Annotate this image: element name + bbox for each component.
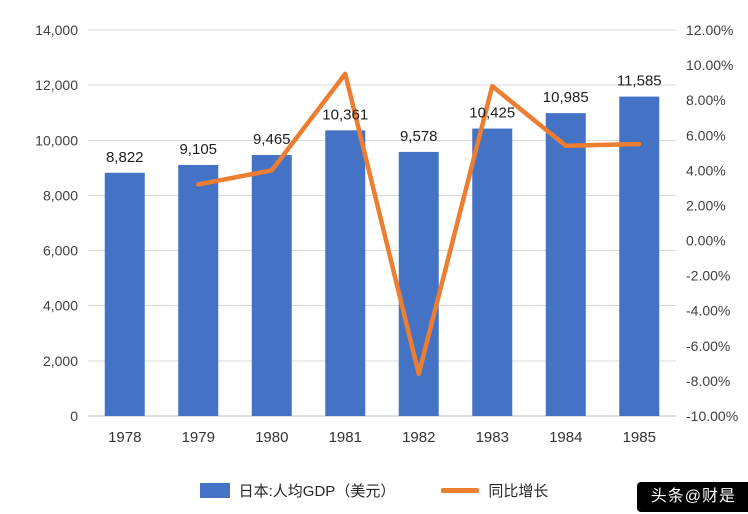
left-axis-tick: 0 [70,408,78,424]
right-axis-tick: 10.00% [686,57,733,73]
gdp-growth-chart: 14,000 12,000 10,000 8,000 6,000 4,000 2,000 0 1… [35,22,738,446]
legend-item-gdp: 日本:人均GDP（美元） [199,480,396,501]
bar-value-label: 10,985 [543,89,589,106]
gdp-bar [619,96,660,417]
x-axis-tick: 1985 [623,429,656,446]
gdp-bar [251,155,292,416]
bar-value-label: 11,585 [617,73,662,90]
bar-series-swatch-icon [199,483,230,498]
bar-series-label: 日本:人均GDP（美元） [238,483,396,500]
chart-legend: 日本:人均GDP（美元） 同比增长 [0,480,748,501]
right-axis-tick: 4.00% [686,162,726,178]
legend-item-growth: 同比增长 [441,480,548,501]
x-axis-tick: 1983 [476,429,509,446]
bar-value-label: 9,578 [400,128,438,145]
right-axis-tick: -8.00% [686,373,730,389]
left-axis-tick: 6,000 [43,243,78,259]
gdp-bar [472,128,513,416]
left-axis-tick: 14,000 [35,22,78,38]
bar-value-label: 9,465 [253,131,291,148]
left-axis-tick: 12,000 [35,77,78,93]
gdp-bar [545,113,586,416]
right-axis-tick: -10.00% [686,408,738,424]
right-axis-tick: 2.00% [686,197,726,213]
left-axis-tick: 10,000 [35,132,78,148]
right-axis-tick: 8.00% [686,92,726,108]
right-axis-tick: -2.00% [686,268,730,284]
growth-line [196,71,642,377]
right-axis-tick: -4.00% [686,303,730,319]
right-axis-tick: -6.00% [686,338,730,354]
right-axis-tick: 6.00% [686,127,726,143]
watermark-badge: 头条@财是 [636,482,748,512]
right-axis-tick: 12.00% [686,22,733,38]
left-axis-tick: 4,000 [43,298,78,314]
bar-value-label: 9,105 [179,141,217,158]
bar-value-label: 10,361 [322,106,368,123]
gdp-bar [325,130,366,416]
line-series-label: 同比增长 [488,483,549,500]
left-axis-tick: 8,000 [43,187,78,203]
bar-value-label: 8,822 [106,149,144,166]
x-axis-tick: 1984 [549,429,582,446]
right-axis-tick: 0.00% [686,233,726,249]
x-axis-tick: 1978 [108,429,141,446]
x-axis-tick: 1980 [255,429,288,446]
gdp-bar [398,151,439,417]
bar-value-label: 10,425 [469,105,515,122]
x-axis-tick: 1981 [329,429,362,446]
left-axis-tick: 2,000 [43,353,78,369]
x-axis-tick: 1982 [402,429,435,446]
gdp-bar [178,164,219,416]
x-axis-tick: 1979 [182,429,215,446]
line-series-swatch-icon [441,488,480,493]
gdp-bar [104,172,145,416]
